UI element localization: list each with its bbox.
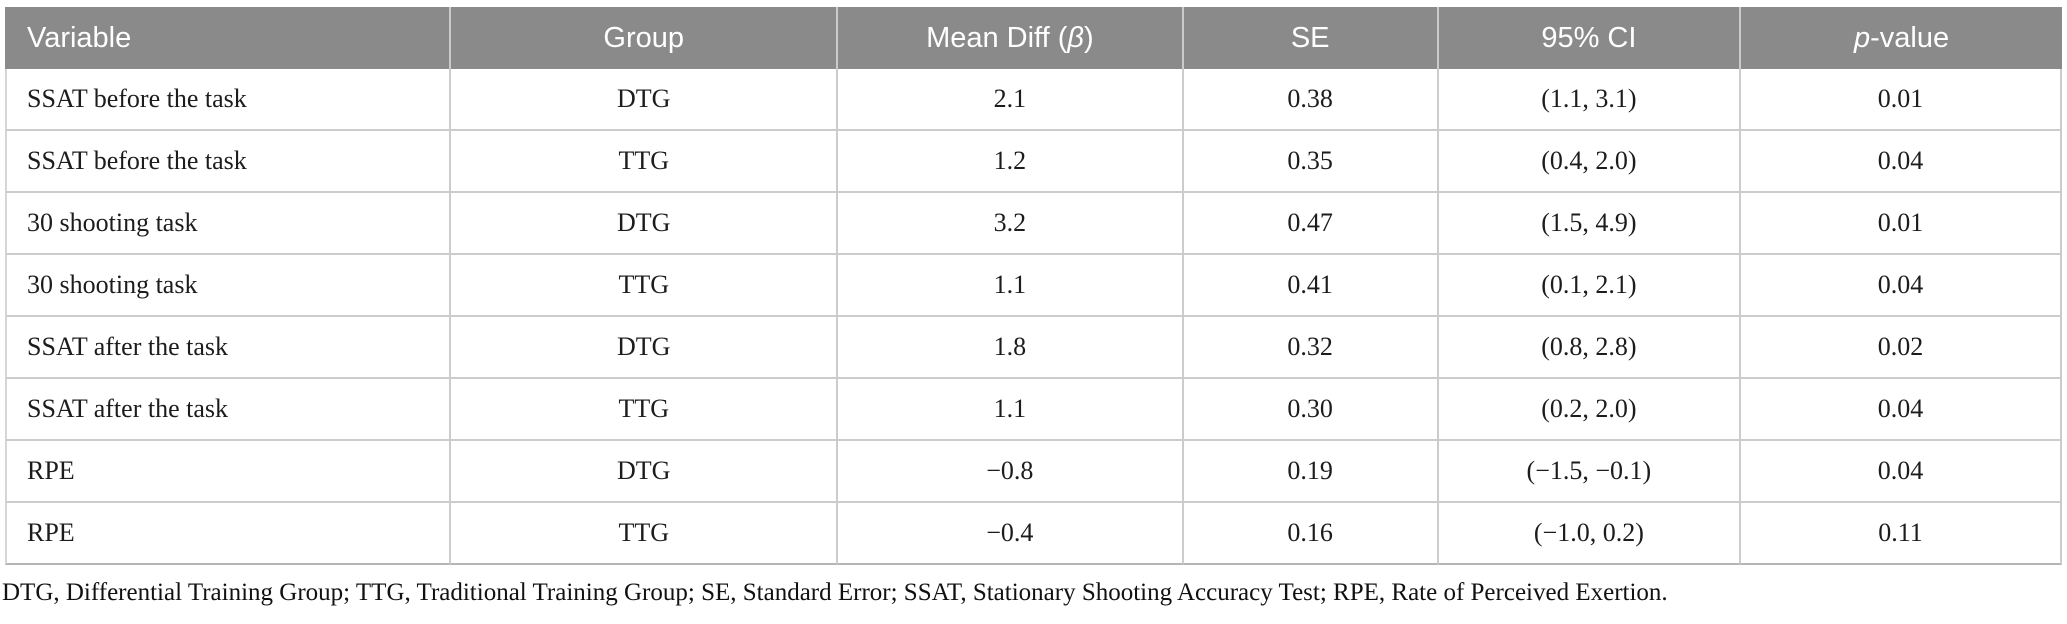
cell-group: TTG [451, 255, 839, 317]
cell-group: DTG [451, 441, 839, 503]
table-footnote: DTG, Differential Training Group; TTG, T… [2, 579, 1668, 606]
p-symbol: p [1853, 21, 1871, 54]
cell-p-value: 0.04 [1741, 131, 2062, 193]
cell-se: 0.32 [1183, 317, 1439, 379]
cell-ci: (1.5, 4.9) [1438, 193, 1742, 255]
beta-symbol: β [1067, 21, 1084, 54]
cell-group: DTG [451, 69, 839, 131]
cell-ci: (−1.5, −0.1) [1438, 441, 1742, 503]
cell-variable: RPE [5, 503, 452, 565]
cell-se: 0.47 [1183, 193, 1439, 255]
cell-p-value: 0.04 [1741, 255, 2062, 317]
cell-p-value: 0.04 [1741, 441, 2062, 503]
cell-variable: RPE [5, 441, 452, 503]
cell-group: DTG [451, 317, 839, 379]
table-row: SSAT before the task TTG 1.2 0.35 (0.4, … [5, 131, 2062, 193]
cell-variable: SSAT after the task [5, 317, 452, 379]
column-header-mean-diff: Mean Diff (β) [838, 7, 1184, 69]
cell-group: TTG [451, 503, 839, 565]
cell-p-value: 0.01 [1741, 69, 2062, 131]
results-table: Variable Group Mean Diff (β) SE 95% CI p… [5, 7, 2062, 565]
column-header-ci: 95% CI [1438, 7, 1742, 69]
table-row: SSAT before the task DTG 2.1 0.38 (1.1, … [5, 69, 2062, 131]
cell-mean-diff: 3.2 [838, 193, 1184, 255]
cell-ci: (−1.0, 0.2) [1438, 503, 1742, 565]
cell-mean-diff: −0.8 [838, 441, 1184, 503]
cell-mean-diff: 1.1 [838, 379, 1184, 441]
cell-ci: (1.1, 3.1) [1438, 69, 1742, 131]
cell-ci: (0.1, 2.1) [1438, 255, 1742, 317]
results-table-container: Variable Group Mean Diff (β) SE 95% CI p… [5, 7, 2062, 565]
cell-se: 0.41 [1183, 255, 1439, 317]
cell-variable: SSAT before the task [5, 131, 452, 193]
cell-group: TTG [451, 131, 839, 193]
table-header: Variable Group Mean Diff (β) SE 95% CI p… [5, 7, 2062, 69]
table-row: 30 shooting task DTG 3.2 0.47 (1.5, 4.9)… [5, 193, 2062, 255]
cell-mean-diff: −0.4 [838, 503, 1184, 565]
table-row: RPE TTG −0.4 0.16 (−1.0, 0.2) 0.11 [5, 503, 2062, 565]
cell-p-value: 0.04 [1741, 379, 2062, 441]
cell-variable: 30 shooting task [5, 255, 452, 317]
cell-ci: (0.8, 2.8) [1438, 317, 1742, 379]
cell-group: TTG [451, 379, 839, 441]
cell-group: DTG [451, 193, 839, 255]
cell-ci: (0.2, 2.0) [1438, 379, 1742, 441]
cell-se: 0.35 [1183, 131, 1439, 193]
table-row: 30 shooting task TTG 1.1 0.41 (0.1, 2.1)… [5, 255, 2062, 317]
mean-diff-label-prefix: Mean Diff ( [926, 21, 1068, 54]
table-row: SSAT after the task DTG 1.8 0.32 (0.8, 2… [5, 317, 2062, 379]
table-body: SSAT before the task DTG 2.1 0.38 (1.1, … [5, 69, 2062, 565]
cell-ci: (0.4, 2.0) [1438, 131, 1742, 193]
column-header-variable: Variable [5, 7, 452, 69]
cell-variable: 30 shooting task [5, 193, 452, 255]
column-header-p-value: p-value [1741, 7, 2062, 69]
p-value-label-suffix: -value [1870, 21, 1950, 54]
cell-p-value: 0.11 [1741, 503, 2062, 565]
mean-diff-label-suffix: ) [1083, 21, 1094, 54]
table-row: RPE DTG −0.8 0.19 (−1.5, −0.1) 0.04 [5, 441, 2062, 503]
cell-se: 0.30 [1183, 379, 1439, 441]
cell-se: 0.16 [1183, 503, 1439, 565]
cell-p-value: 0.02 [1741, 317, 2062, 379]
cell-p-value: 0.01 [1741, 193, 2062, 255]
cell-se: 0.38 [1183, 69, 1439, 131]
cell-mean-diff: 2.1 [838, 69, 1184, 131]
cell-mean-diff: 1.8 [838, 317, 1184, 379]
column-header-group: Group [451, 7, 839, 69]
column-header-se: SE [1183, 7, 1439, 69]
header-row: Variable Group Mean Diff (β) SE 95% CI p… [5, 7, 2062, 69]
cell-variable: SSAT after the task [5, 379, 452, 441]
cell-mean-diff: 1.1 [838, 255, 1184, 317]
cell-variable: SSAT before the task [5, 69, 452, 131]
cell-mean-diff: 1.2 [838, 131, 1184, 193]
table-row: SSAT after the task TTG 1.1 0.30 (0.2, 2… [5, 379, 2062, 441]
cell-se: 0.19 [1183, 441, 1439, 503]
